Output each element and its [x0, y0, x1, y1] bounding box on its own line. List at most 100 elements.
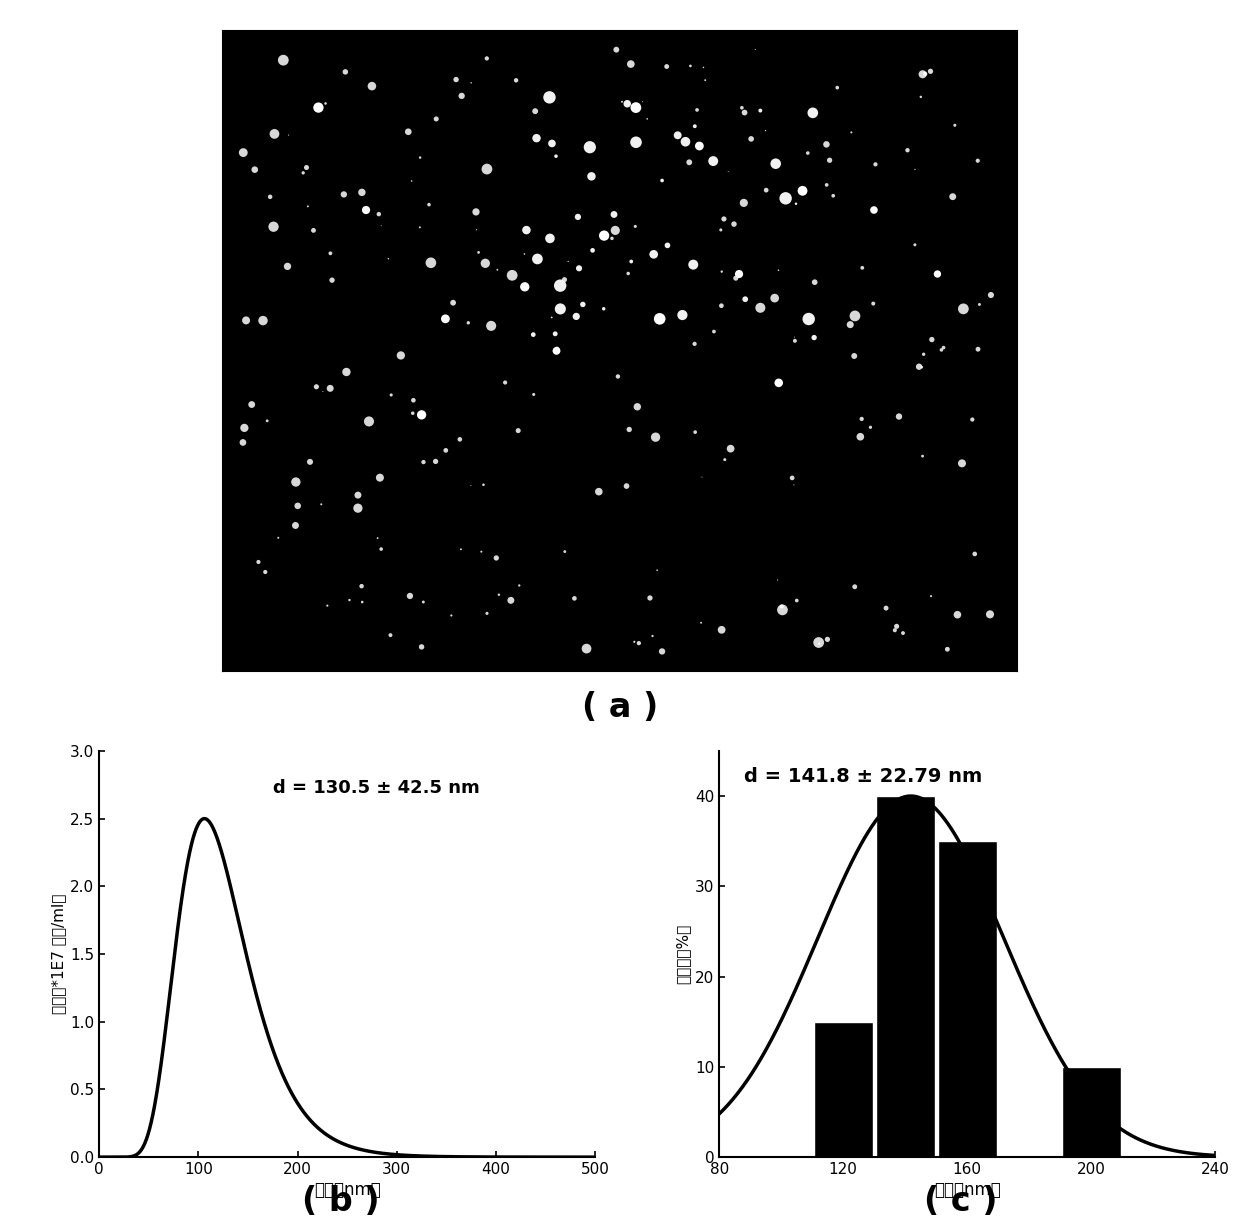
Point [441, 606, 461, 625]
Point [370, 468, 389, 487]
Point [913, 64, 932, 84]
Point [515, 244, 534, 263]
Point [799, 309, 818, 329]
Point [637, 110, 657, 129]
Point [242, 395, 262, 415]
Point [817, 175, 837, 194]
Point [510, 576, 529, 596]
Point [244, 160, 264, 180]
Point [626, 133, 646, 153]
Point [594, 225, 614, 245]
Point [947, 604, 967, 624]
Point [937, 639, 957, 659]
Point [704, 321, 724, 341]
Point [340, 590, 360, 609]
Point [501, 591, 521, 611]
Point [517, 220, 537, 240]
Point [352, 592, 372, 612]
Point [317, 596, 337, 616]
Point [412, 638, 432, 657]
Point [381, 385, 401, 405]
Point [312, 382, 332, 401]
Point [945, 116, 965, 135]
Point [769, 373, 789, 393]
Point [968, 151, 988, 171]
Bar [875, 796, 935, 1157]
Point [725, 268, 745, 288]
Point [356, 201, 376, 220]
Point [551, 276, 570, 295]
Point [921, 330, 941, 350]
Point [285, 516, 305, 535]
Point [564, 588, 584, 608]
Point [905, 160, 925, 180]
Point [934, 337, 954, 357]
Point [681, 57, 701, 76]
Point [652, 641, 672, 661]
Point [644, 245, 663, 265]
Point [554, 270, 574, 289]
Point [436, 441, 456, 460]
Point [687, 100, 707, 119]
Point [657, 235, 677, 255]
Point [672, 305, 692, 325]
Point [657, 57, 677, 76]
Point [477, 48, 497, 68]
Point [820, 150, 839, 170]
Point [567, 307, 587, 326]
Point [842, 123, 862, 143]
Point [412, 405, 432, 425]
Point [866, 155, 885, 175]
Point [625, 217, 645, 236]
Point [625, 632, 645, 651]
Point [268, 528, 288, 548]
Point [877, 598, 897, 618]
Point [414, 452, 434, 471]
Point [401, 586, 420, 606]
Point [920, 62, 940, 81]
Point [640, 588, 660, 608]
Point [360, 411, 379, 431]
Point [712, 620, 732, 640]
Point [823, 186, 843, 206]
Point [642, 627, 662, 646]
Point [981, 286, 1001, 305]
Point [802, 103, 822, 123]
Point [526, 101, 546, 121]
Point [712, 295, 732, 315]
Point [293, 162, 312, 182]
Point [487, 260, 507, 279]
Point [921, 586, 941, 606]
Point [915, 64, 935, 84]
Point [435, 309, 455, 329]
Point [286, 473, 306, 492]
Point [650, 309, 670, 329]
Point [616, 476, 636, 496]
Point [469, 243, 489, 262]
Point [459, 313, 479, 332]
Point [712, 262, 732, 282]
Point [320, 244, 340, 263]
Point [766, 154, 786, 174]
Point [618, 94, 637, 113]
Bar [937, 841, 997, 1157]
Point [817, 629, 837, 649]
Point [278, 256, 298, 276]
Point [735, 289, 755, 309]
Point [546, 146, 565, 166]
Point [461, 73, 481, 92]
Point [486, 548, 506, 567]
Point [403, 404, 423, 423]
Point [911, 357, 931, 377]
Point [786, 194, 806, 214]
Point [466, 202, 486, 222]
Point [652, 171, 672, 191]
Point [714, 209, 734, 229]
Point [413, 592, 433, 612]
Point [573, 294, 593, 314]
Point [942, 187, 962, 207]
Point [689, 137, 709, 156]
Point [542, 308, 562, 327]
Point [805, 327, 825, 347]
Point [477, 603, 497, 623]
